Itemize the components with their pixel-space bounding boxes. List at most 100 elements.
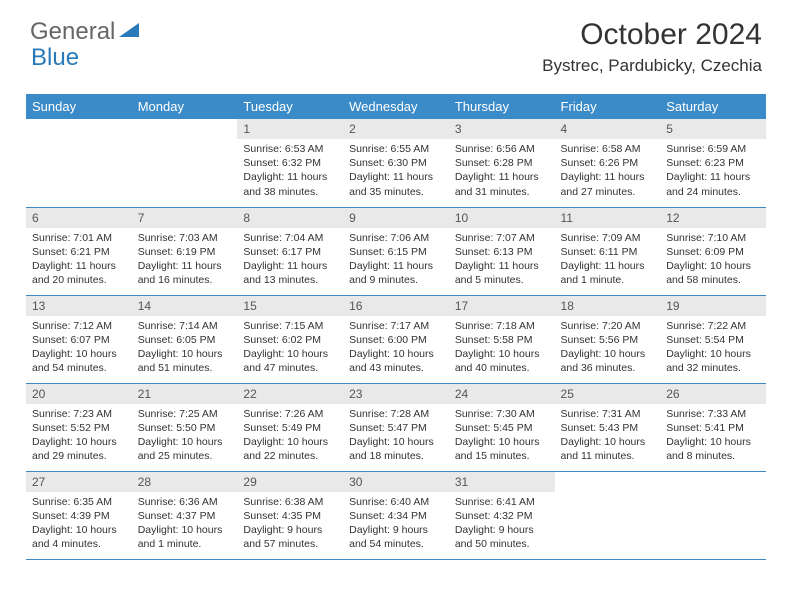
day-details: Sunrise: 7:26 AMSunset: 5:49 PMDaylight:… — [237, 404, 343, 468]
calendar-cell: 24Sunrise: 7:30 AMSunset: 5:45 PMDayligh… — [449, 383, 555, 471]
day-details: Sunrise: 7:28 AMSunset: 5:47 PMDaylight:… — [343, 404, 449, 468]
calendar-row: 6Sunrise: 7:01 AMSunset: 6:21 PMDaylight… — [26, 207, 766, 295]
calendar-cell: 7Sunrise: 7:03 AMSunset: 6:19 PMDaylight… — [132, 207, 238, 295]
day-header: Sunday — [26, 94, 132, 119]
day-details: Sunrise: 6:58 AMSunset: 6:26 PMDaylight:… — [555, 139, 661, 203]
calendar-cell: 18Sunrise: 7:20 AMSunset: 5:56 PMDayligh… — [555, 295, 661, 383]
calendar-cell: 5Sunrise: 6:59 AMSunset: 6:23 PMDaylight… — [660, 119, 766, 207]
day-number: 7 — [132, 208, 238, 228]
calendar-cell: .. — [660, 471, 766, 559]
day-number: 6 — [26, 208, 132, 228]
day-number: 13 — [26, 296, 132, 316]
calendar-cell: 9Sunrise: 7:06 AMSunset: 6:15 PMDaylight… — [343, 207, 449, 295]
day-details: Sunrise: 6:56 AMSunset: 6:28 PMDaylight:… — [449, 139, 555, 203]
day-number: 28 — [132, 472, 238, 492]
day-number: 10 — [449, 208, 555, 228]
day-details: Sunrise: 7:25 AMSunset: 5:50 PMDaylight:… — [132, 404, 238, 468]
day-number: 25 — [555, 384, 661, 404]
logo-triangle-icon — [119, 18, 143, 46]
calendar-cell: 2Sunrise: 6:55 AMSunset: 6:30 PMDaylight… — [343, 119, 449, 207]
day-details: Sunrise: 7:23 AMSunset: 5:52 PMDaylight:… — [26, 404, 132, 468]
logo-text-blue: Blue — [31, 44, 79, 71]
day-header-row: SundayMondayTuesdayWednesdayThursdayFrid… — [26, 94, 766, 119]
day-number: 19 — [660, 296, 766, 316]
day-details: Sunrise: 7:03 AMSunset: 6:19 PMDaylight:… — [132, 228, 238, 292]
day-number: 2 — [343, 119, 449, 139]
day-number: 29 — [237, 472, 343, 492]
day-details: Sunrise: 7:12 AMSunset: 6:07 PMDaylight:… — [26, 316, 132, 380]
calendar-cell: 4Sunrise: 6:58 AMSunset: 6:26 PMDaylight… — [555, 119, 661, 207]
day-details: Sunrise: 7:06 AMSunset: 6:15 PMDaylight:… — [343, 228, 449, 292]
day-number: 22 — [237, 384, 343, 404]
calendar-cell: 19Sunrise: 7:22 AMSunset: 5:54 PMDayligh… — [660, 295, 766, 383]
calendar-cell: 1Sunrise: 6:53 AMSunset: 6:32 PMDaylight… — [237, 119, 343, 207]
day-number: 16 — [343, 296, 449, 316]
calendar-table: SundayMondayTuesdayWednesdayThursdayFrid… — [26, 94, 766, 560]
day-number: 24 — [449, 384, 555, 404]
day-details: Sunrise: 7:01 AMSunset: 6:21 PMDaylight:… — [26, 228, 132, 292]
day-details: Sunrise: 6:55 AMSunset: 6:30 PMDaylight:… — [343, 139, 449, 203]
calendar-cell: 3Sunrise: 6:56 AMSunset: 6:28 PMDaylight… — [449, 119, 555, 207]
calendar-cell: 31Sunrise: 6:41 AMSunset: 4:32 PMDayligh… — [449, 471, 555, 559]
day-header: Wednesday — [343, 94, 449, 119]
calendar-row: 20Sunrise: 7:23 AMSunset: 5:52 PMDayligh… — [26, 383, 766, 471]
day-number: 3 — [449, 119, 555, 139]
day-number: 12 — [660, 208, 766, 228]
calendar-cell: 30Sunrise: 6:40 AMSunset: 4:34 PMDayligh… — [343, 471, 449, 559]
day-details: Sunrise: 6:38 AMSunset: 4:35 PMDaylight:… — [237, 492, 343, 556]
day-number: 30 — [343, 472, 449, 492]
calendar-cell: .. — [26, 119, 132, 207]
calendar-cell: 13Sunrise: 7:12 AMSunset: 6:07 PMDayligh… — [26, 295, 132, 383]
calendar-cell: 6Sunrise: 7:01 AMSunset: 6:21 PMDaylight… — [26, 207, 132, 295]
logo-text-general: General — [30, 18, 115, 46]
calendar-cell: .. — [132, 119, 238, 207]
day-details: Sunrise: 7:18 AMSunset: 5:58 PMDaylight:… — [449, 316, 555, 380]
calendar-row: 13Sunrise: 7:12 AMSunset: 6:07 PMDayligh… — [26, 295, 766, 383]
day-details: Sunrise: 6:59 AMSunset: 6:23 PMDaylight:… — [660, 139, 766, 203]
day-number: 9 — [343, 208, 449, 228]
day-number: 17 — [449, 296, 555, 316]
day-number: 21 — [132, 384, 238, 404]
calendar-cell: 29Sunrise: 6:38 AMSunset: 4:35 PMDayligh… — [237, 471, 343, 559]
calendar-cell: 28Sunrise: 6:36 AMSunset: 4:37 PMDayligh… — [132, 471, 238, 559]
day-details: Sunrise: 7:31 AMSunset: 5:43 PMDaylight:… — [555, 404, 661, 468]
day-details: Sunrise: 6:41 AMSunset: 4:32 PMDaylight:… — [449, 492, 555, 556]
calendar-cell: 10Sunrise: 7:07 AMSunset: 6:13 PMDayligh… — [449, 207, 555, 295]
day-details: Sunrise: 6:36 AMSunset: 4:37 PMDaylight:… — [132, 492, 238, 556]
calendar-cell: 16Sunrise: 7:17 AMSunset: 6:00 PMDayligh… — [343, 295, 449, 383]
month-title: October 2024 — [542, 18, 762, 52]
logo: General — [30, 18, 143, 46]
calendar-body: ....1Sunrise: 6:53 AMSunset: 6:32 PMDayl… — [26, 119, 766, 559]
day-details: Sunrise: 7:15 AMSunset: 6:02 PMDaylight:… — [237, 316, 343, 380]
calendar-cell: 25Sunrise: 7:31 AMSunset: 5:43 PMDayligh… — [555, 383, 661, 471]
calendar-cell: 27Sunrise: 6:35 AMSunset: 4:39 PMDayligh… — [26, 471, 132, 559]
calendar-cell: 17Sunrise: 7:18 AMSunset: 5:58 PMDayligh… — [449, 295, 555, 383]
day-number: 5 — [660, 119, 766, 139]
day-number: 15 — [237, 296, 343, 316]
day-header: Tuesday — [237, 94, 343, 119]
calendar-cell: 21Sunrise: 7:25 AMSunset: 5:50 PMDayligh… — [132, 383, 238, 471]
calendar-cell: 23Sunrise: 7:28 AMSunset: 5:47 PMDayligh… — [343, 383, 449, 471]
calendar-cell: 8Sunrise: 7:04 AMSunset: 6:17 PMDaylight… — [237, 207, 343, 295]
calendar-cell: 26Sunrise: 7:33 AMSunset: 5:41 PMDayligh… — [660, 383, 766, 471]
calendar-cell: .. — [555, 471, 661, 559]
day-details: Sunrise: 7:33 AMSunset: 5:41 PMDaylight:… — [660, 404, 766, 468]
day-number: 23 — [343, 384, 449, 404]
calendar-cell: 22Sunrise: 7:26 AMSunset: 5:49 PMDayligh… — [237, 383, 343, 471]
day-details: Sunrise: 6:35 AMSunset: 4:39 PMDaylight:… — [26, 492, 132, 556]
header: General October 2024 Bystrec, Pardubicky… — [0, 0, 792, 84]
calendar-row: 27Sunrise: 6:35 AMSunset: 4:39 PMDayligh… — [26, 471, 766, 559]
day-details: Sunrise: 6:40 AMSunset: 4:34 PMDaylight:… — [343, 492, 449, 556]
day-header: Saturday — [660, 94, 766, 119]
day-number: 18 — [555, 296, 661, 316]
day-details: Sunrise: 7:20 AMSunset: 5:56 PMDaylight:… — [555, 316, 661, 380]
day-details: Sunrise: 7:09 AMSunset: 6:11 PMDaylight:… — [555, 228, 661, 292]
day-number: 14 — [132, 296, 238, 316]
calendar-cell: 20Sunrise: 7:23 AMSunset: 5:52 PMDayligh… — [26, 383, 132, 471]
day-header: Monday — [132, 94, 238, 119]
day-number: 27 — [26, 472, 132, 492]
calendar-head: SundayMondayTuesdayWednesdayThursdayFrid… — [26, 94, 766, 119]
day-details: Sunrise: 7:22 AMSunset: 5:54 PMDaylight:… — [660, 316, 766, 380]
location-text: Bystrec, Pardubicky, Czechia — [542, 56, 762, 76]
day-details: Sunrise: 7:14 AMSunset: 6:05 PMDaylight:… — [132, 316, 238, 380]
